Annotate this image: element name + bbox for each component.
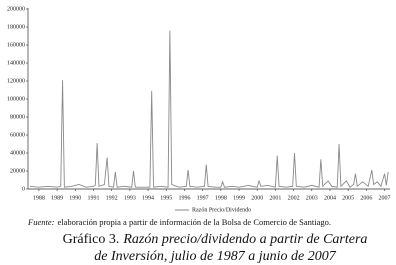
y-tick-label: 180000 <box>7 24 25 30</box>
source-text: elaboración propia a partir de informaci… <box>57 217 331 227</box>
source-label: Fuente: <box>27 217 55 227</box>
x-tick-label: 1999 <box>233 195 245 201</box>
caption-label: Gráfico 3. <box>63 232 120 247</box>
x-tick-label: 2005 <box>342 195 354 201</box>
x-tick-label: 1992 <box>106 195 118 201</box>
x-tick-label: 2007 <box>379 195 391 201</box>
y-tick-label: 120000 <box>7 78 25 84</box>
x-tick-label: 1998 <box>215 195 227 201</box>
x-tick-label: 2001 <box>269 195 281 201</box>
series-line <box>29 30 389 188</box>
x-tick-label: 2000 <box>251 195 263 201</box>
y-tick-label: 60000 <box>10 132 25 138</box>
y-tick-label: 80000 <box>10 114 25 120</box>
x-tick-label: 1990 <box>69 195 81 201</box>
source: Fuente: elaboración propia a partir de in… <box>27 217 331 227</box>
x-tick-label: 2004 <box>324 195 336 201</box>
y-tick-label: 0 <box>22 186 25 192</box>
x-tick-label: 1996 <box>178 195 190 201</box>
x-tick-label: 1995 <box>160 195 172 201</box>
y-tick-label: 200000 <box>7 6 25 12</box>
y-tick-label: 140000 <box>7 60 25 66</box>
caption-line: Razón precio/dividendo a partir de Carte… <box>122 232 367 247</box>
x-tick-label: 1989 <box>51 195 63 201</box>
x-tick-label: 1991 <box>87 195 99 201</box>
x-tick-label: 1994 <box>142 195 154 201</box>
y-tick-label: 100000 <box>7 96 25 102</box>
y-tick-label: 20000 <box>10 168 25 174</box>
x-tick-label: 2002 <box>288 195 300 201</box>
caption-line: de Inversión, julio de 1987 a junio de 2… <box>94 249 336 264</box>
x-tick-label: 1988 <box>33 195 45 201</box>
legend-label: Razón Precio/Dividendo <box>192 207 251 213</box>
x-tick-label: 2003 <box>306 195 318 201</box>
x-tick-label: 1997 <box>197 195 209 201</box>
caption: Gráfico 3. Razón precio/dividendo a parti… <box>63 232 368 247</box>
y-tick-label: 40000 <box>10 150 25 156</box>
x-tick-label: 2006 <box>360 195 372 201</box>
y-tick-label: 160000 <box>7 42 25 48</box>
x-tick-label: 1993 <box>124 195 136 201</box>
